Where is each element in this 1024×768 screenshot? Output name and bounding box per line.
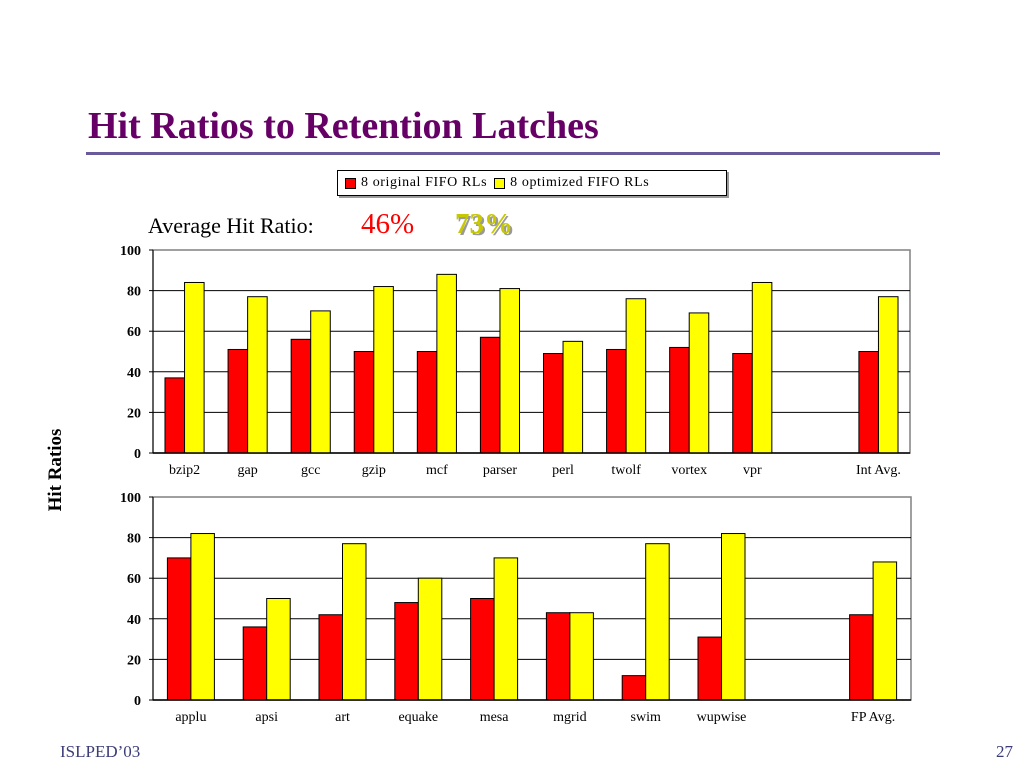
- x-tick-label: bzip2: [169, 463, 200, 478]
- x-tick-label: mcf: [426, 463, 448, 478]
- bar-original: [394, 602, 419, 701]
- x-tick-label: FP Avg.: [851, 710, 895, 725]
- x-tick-label: wupwise: [697, 710, 747, 725]
- y-tick-label: 0: [134, 447, 141, 462]
- bar-optimized: [562, 340, 584, 454]
- average-original-value: 46%: [361, 208, 415, 240]
- footer-page-number: 27: [996, 742, 1013, 761]
- bar-optimized: [872, 561, 898, 701]
- bar-original: [697, 636, 723, 701]
- y-tick-label: 60: [127, 572, 141, 587]
- bar-optimized: [721, 533, 746, 701]
- y-tick-label: 80: [127, 285, 141, 300]
- footer-conference: ISLPED’03: [60, 742, 141, 761]
- title-divider: [86, 152, 940, 155]
- bar-optimized: [184, 281, 205, 454]
- bar-optimized: [436, 273, 457, 454]
- legend-label-optimized: 8 optimized FIFO RLs: [510, 175, 650, 190]
- bar-optimized: [266, 598, 291, 701]
- bar-original: [858, 351, 879, 454]
- bar-original: [242, 626, 268, 701]
- bar-optimized: [499, 288, 521, 454]
- bar-optimized: [493, 557, 519, 701]
- x-tick-label: art: [335, 710, 350, 725]
- bar-original: [669, 346, 690, 454]
- bar-original: [542, 353, 564, 454]
- bar-optimized: [625, 298, 647, 454]
- y-tick-label: 20: [127, 653, 141, 668]
- y-tick-label: 0: [134, 694, 141, 709]
- legend-item-optimized: 8 optimized FIFO RLs: [494, 175, 649, 191]
- x-tick-label: equake: [398, 710, 438, 725]
- average-hit-ratio-label: Average Hit Ratio:: [148, 213, 314, 238]
- x-tick-label: Int Avg.: [856, 463, 901, 478]
- bar-optimized: [569, 612, 594, 701]
- legend-swatch-optimized: [494, 177, 506, 189]
- x-tick-label: apsi: [255, 710, 278, 725]
- y-tick-label: 60: [127, 325, 141, 340]
- bar-original: [732, 353, 753, 454]
- x-tick-label: vortex: [671, 463, 707, 478]
- bar-original: [164, 377, 186, 454]
- bar-original: [416, 351, 438, 454]
- x-tick-label: perl: [552, 463, 574, 478]
- bar-original: [318, 614, 344, 701]
- average-optimized-value: 73%: [455, 208, 513, 240]
- y-tick-label: 40: [127, 366, 141, 381]
- bar-optimized: [190, 533, 215, 701]
- bar-original: [621, 675, 647, 701]
- x-tick-label: gap: [238, 463, 258, 478]
- y-tick-label: 80: [127, 532, 141, 547]
- bar-optimized: [645, 543, 670, 701]
- x-tick-label: mesa: [480, 710, 510, 725]
- y-tick-label: 100: [120, 244, 141, 259]
- slide-title: Hit Ratios to Retention Latches: [88, 105, 599, 147]
- legend-label-original: 8 original FIFO RLs: [361, 175, 488, 190]
- chart-legend: 8 original FIFO RLs 8 optimized FIFO RLs: [337, 170, 727, 196]
- x-tick-label: parser: [483, 463, 518, 478]
- bar-original: [227, 348, 249, 454]
- bar-optimized: [877, 296, 899, 454]
- y-tick-label: 100: [120, 491, 141, 506]
- legend-item-original: 8 original FIFO RLs: [345, 175, 487, 191]
- x-tick-label: applu: [175, 710, 206, 725]
- bar-optimized: [247, 296, 268, 454]
- x-tick-label: twolf: [611, 463, 641, 478]
- x-tick-label: gzip: [362, 463, 386, 478]
- bar-original: [606, 348, 627, 454]
- y-tick-label: 20: [127, 406, 141, 421]
- bar-optimized: [342, 543, 367, 701]
- bar-optimized: [373, 286, 394, 454]
- bar-optimized: [751, 281, 773, 454]
- x-tick-label: vpr: [743, 463, 762, 478]
- bar-original: [479, 336, 501, 454]
- x-tick-label: swim: [631, 710, 661, 725]
- x-tick-label: mgrid: [553, 710, 586, 725]
- bar-original: [470, 598, 495, 701]
- bar-original: [166, 557, 192, 701]
- bar-original: [849, 614, 874, 701]
- bar-optimized: [688, 312, 710, 454]
- legend-swatch-original: [345, 177, 356, 189]
- plot-area-0: [152, 249, 911, 454]
- bar-optimized: [417, 577, 443, 701]
- bar-original: [290, 338, 312, 454]
- bar-original: [353, 351, 375, 454]
- bar-optimized: [310, 310, 331, 454]
- y-tick-label: 40: [127, 613, 141, 628]
- x-tick-label: gcc: [301, 463, 320, 478]
- bar-original: [545, 612, 571, 701]
